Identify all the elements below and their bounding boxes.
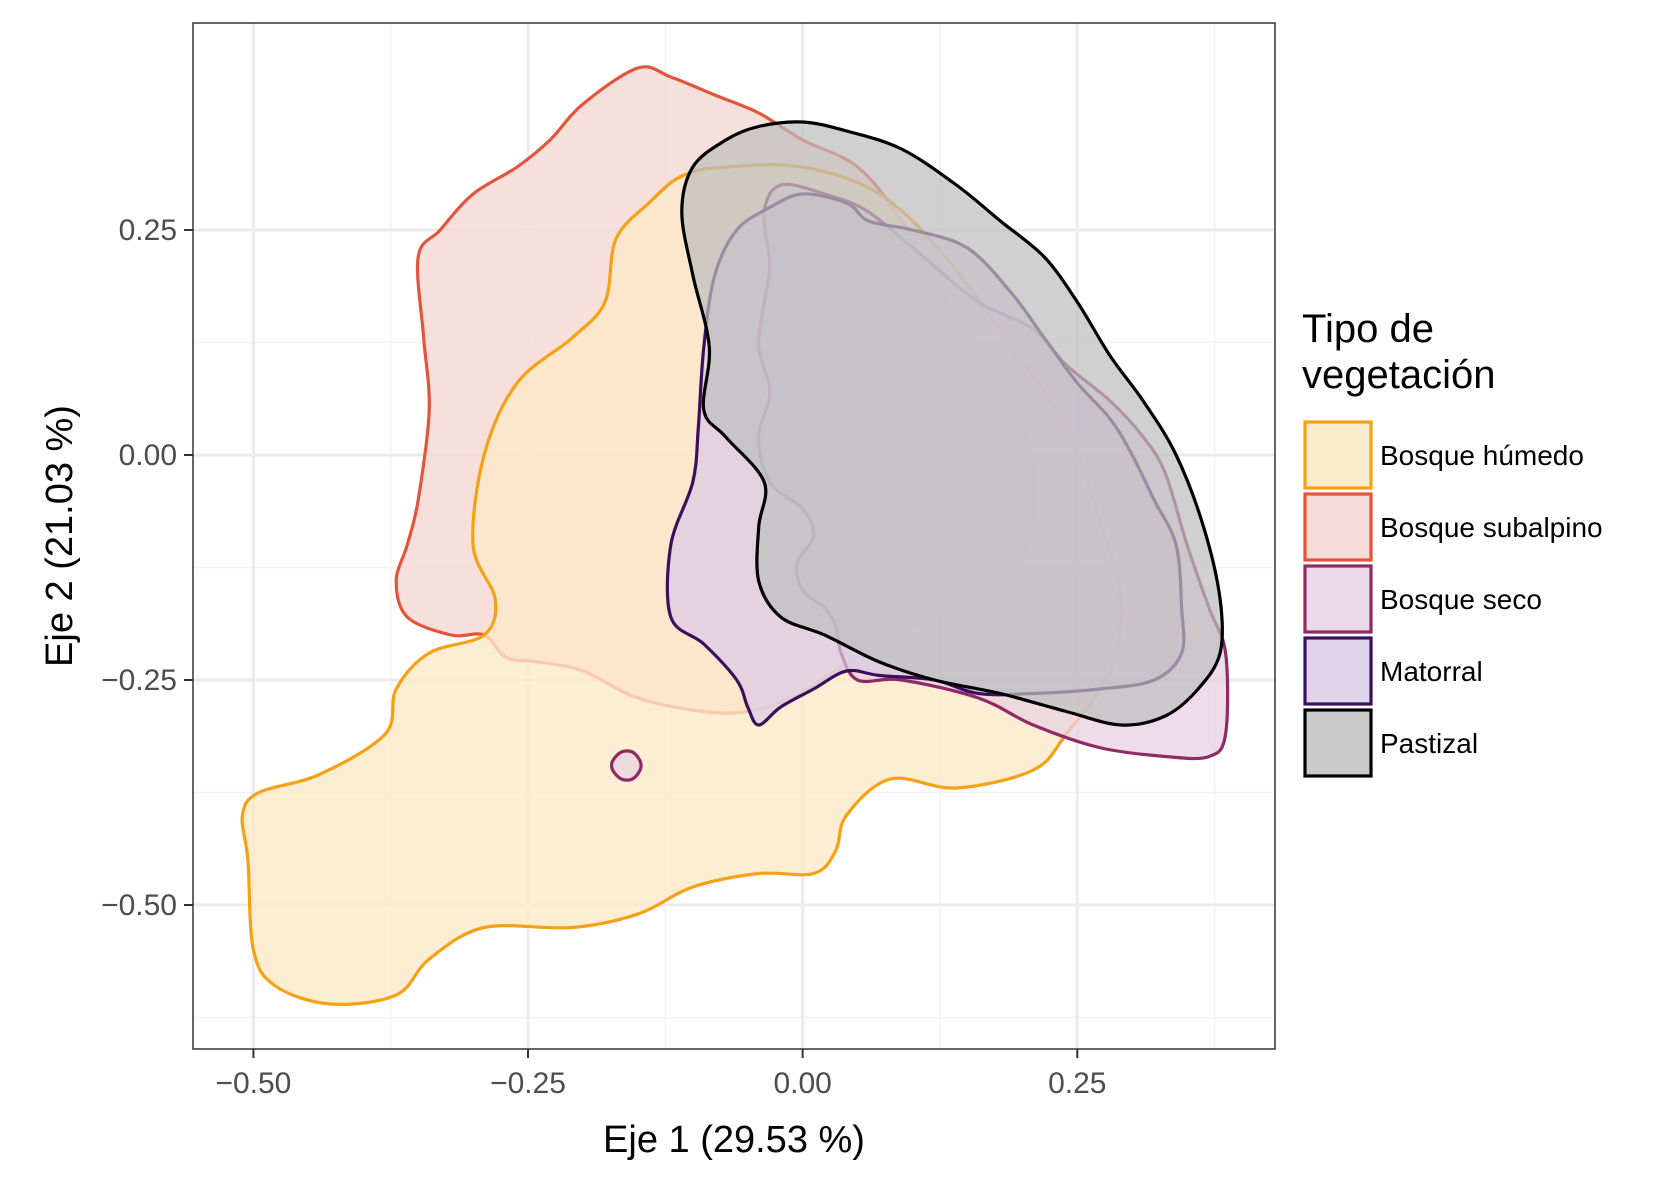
y-tick-label: −0.50 [101, 889, 177, 922]
x-tick-label: 0.00 [773, 1067, 831, 1100]
legend: Tipo de vegetación Bosque húmedo Bosque s… [1302, 307, 1603, 778]
legend-label-bosque-humedo: Bosque húmedo [1380, 440, 1584, 471]
series-polygons [240, 65, 1230, 1006]
x-tick-label: 0.25 [1048, 1067, 1106, 1100]
y-axis-title: Eje 2 (21.03 %) [39, 405, 81, 667]
legend-label-bosque-seco: Bosque seco [1380, 584, 1542, 615]
series-pastizal [680, 120, 1225, 727]
legend-label-matorral: Matorral [1380, 656, 1483, 687]
y-tick-label: 0.00 [119, 439, 177, 472]
legend-title-line-1: Tipo de [1302, 307, 1434, 351]
legend-key-bosque-seco [1303, 564, 1373, 634]
legend-key-pastizal [1303, 708, 1373, 778]
legend-key-bosque-humedo [1303, 420, 1373, 490]
legend-title: Tipo de vegetación [1302, 307, 1495, 397]
legend-key-matorral [1303, 636, 1373, 706]
legend-label-pastizal: Pastizal [1380, 728, 1478, 759]
y-tick-label: −0.25 [101, 664, 177, 697]
x-axis-ticks: −0.50 −0.25 0.00 0.25 [215, 1049, 1106, 1100]
legend-title-line-2: vegetación [1302, 353, 1495, 397]
x-tick-label: −0.25 [490, 1067, 566, 1100]
legend-key-bosque-subalpino [1303, 492, 1373, 562]
panel-border [192, 22, 1276, 1050]
x-tick-label: −0.50 [215, 1067, 291, 1100]
y-tick-label: 0.25 [119, 214, 177, 247]
legend-items: Bosque húmedo Bosque subalpino Bosque seco… [1303, 420, 1603, 778]
contour-bosque-seco [609, 749, 643, 782]
contour-pastizal [680, 120, 1225, 727]
x-axis-title: Eje 1 (29.53 %) [603, 1119, 865, 1161]
y-axis-ticks: 0.25 0.00 −0.25 −0.50 [101, 214, 193, 922]
legend-label-bosque-subalpino: Bosque subalpino [1380, 512, 1603, 543]
